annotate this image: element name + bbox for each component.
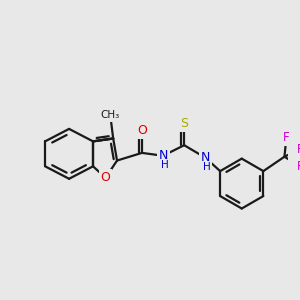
Text: H: H — [161, 160, 169, 170]
Text: N: N — [158, 149, 168, 162]
Text: F: F — [296, 160, 300, 173]
Text: O: O — [100, 171, 110, 184]
Text: O: O — [137, 124, 147, 137]
Text: N: N — [201, 151, 210, 164]
Text: F: F — [283, 131, 290, 144]
Text: H: H — [203, 162, 211, 172]
Text: S: S — [180, 117, 188, 130]
Text: F: F — [296, 142, 300, 155]
Text: CH₃: CH₃ — [101, 110, 120, 121]
